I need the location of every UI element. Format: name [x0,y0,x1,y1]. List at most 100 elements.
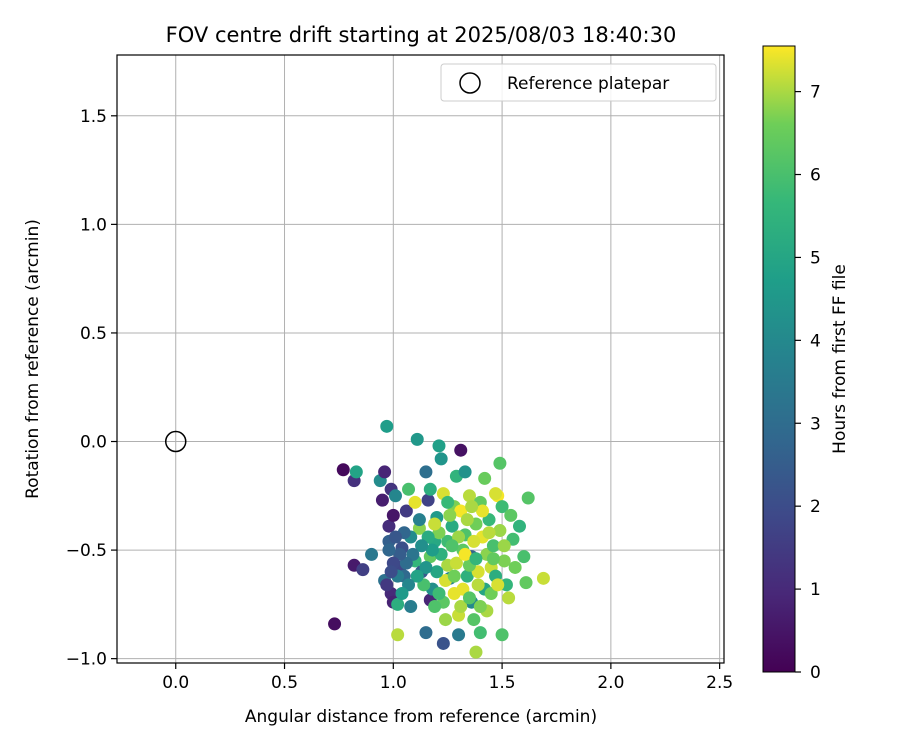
data-point [388,489,402,503]
data-point [445,539,459,553]
data-point [432,439,446,453]
data-point [384,565,398,579]
data-point [441,495,455,509]
data-point [491,578,505,592]
data-point [356,563,370,577]
data-point [434,452,448,466]
y-tick-label: 1.5 [80,107,107,127]
data-point [391,628,405,642]
data-point [467,534,481,548]
data-point [425,543,439,557]
y-axis-label: Rotation from reference (arcmin) [23,219,43,499]
data-point [462,591,476,605]
data-point [336,463,350,477]
data-point [430,565,444,579]
data-point [391,597,405,611]
colorbar-tick-label: 7 [810,83,821,103]
data-point [452,628,466,642]
legend-marker-icon [459,72,481,94]
data-point [410,432,424,446]
data-point [443,508,457,522]
colorbar-tick-label: 5 [810,248,821,268]
data-point [349,465,363,479]
data-point [404,600,418,614]
data-point [423,482,437,496]
data-point [386,508,400,522]
data-point [504,508,518,522]
data-point [419,560,433,574]
colorbar-gradient [762,45,796,673]
data-point [462,489,476,503]
data-point [458,465,472,479]
data-point [382,519,396,533]
data-point [419,465,433,479]
colorbar-label: Hours from first FF file [830,264,850,454]
data-points [328,419,550,659]
data-point [454,600,468,614]
data-point [439,613,453,627]
data-point [412,513,426,527]
y-tick-label: −0.5 [66,541,107,561]
colorbar-tick-label: 4 [810,331,821,351]
x-tick-label: 2.0 [597,673,624,693]
colorbar: 0 1 2 3 4 5 6 7 Hours from first FF file [762,45,850,683]
legend-box [440,63,717,102]
data-point [408,495,422,509]
colorbar-tick-label: 0 [810,663,821,683]
y-tick-label: 1.0 [80,215,107,235]
plot-frame [116,54,725,664]
data-point [428,517,442,531]
data-point [486,539,500,553]
data-point [419,626,433,640]
data-point [517,550,531,564]
data-point [432,587,446,601]
data-point [447,569,461,583]
data-point [454,443,468,457]
data-point [428,600,442,614]
data-point [378,465,392,479]
data-point [365,547,379,561]
data-point [471,578,485,592]
colorbar-tick-label: 1 [810,580,821,600]
data-point [465,500,479,514]
data-point [449,556,463,570]
x-axis-label: Angular distance from reference (arcmin) [245,707,597,727]
data-point [380,419,394,433]
y-tick-label: −1.0 [66,650,107,670]
data-point [469,552,483,566]
data-point [458,547,472,561]
data-point [493,456,507,470]
data-point [473,626,487,640]
data-point [497,539,511,553]
data-point [508,560,522,574]
data-point [519,576,533,590]
data-point [482,526,496,540]
data-point [382,543,396,557]
data-point [328,617,342,631]
colorbar-ticks: 0 1 2 3 4 5 6 7 [795,83,821,683]
data-point [399,504,413,518]
data-point [469,645,483,659]
reference-platepar-point [164,430,187,453]
y-axis-ticks: −1.0 −0.5 0.0 0.5 1.0 1.5 [66,107,117,670]
x-tick-label: 0.0 [162,673,189,693]
x-axis-ticks: 0.0 0.5 1.0 1.5 2.0 2.5 [162,663,733,693]
y-tick-label: 0.0 [80,433,107,453]
colorbar-tick-label: 6 [810,166,821,186]
data-point [502,591,516,605]
data-point [495,500,509,514]
data-point [536,571,550,585]
chart-title: FOV centre drift starting at 2025/08/03 … [166,23,677,47]
data-point [473,600,487,614]
x-tick-label: 1.0 [380,673,407,693]
data-point [402,482,416,496]
legend: Reference platepar [440,63,717,102]
data-point [415,539,429,553]
data-point [478,471,492,485]
data-point [395,587,409,601]
data-point [476,504,490,518]
colorbar-tick-label: 3 [810,414,821,434]
data-point [375,493,389,507]
data-point [486,552,500,566]
